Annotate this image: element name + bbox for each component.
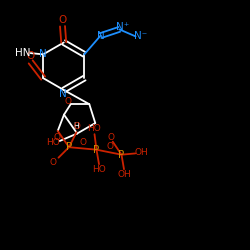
Text: HO: HO xyxy=(46,138,60,147)
Text: O: O xyxy=(65,97,72,106)
Text: P: P xyxy=(66,142,72,152)
Text: N: N xyxy=(39,50,47,59)
Text: O: O xyxy=(58,15,66,25)
Text: N: N xyxy=(58,89,66,99)
Text: O: O xyxy=(71,122,81,131)
Text: P: P xyxy=(93,145,100,155)
Text: O: O xyxy=(107,142,114,151)
Text: N⁺: N⁺ xyxy=(116,22,129,32)
Text: O: O xyxy=(79,138,86,147)
Text: H: H xyxy=(73,122,79,131)
Text: OH: OH xyxy=(134,148,148,157)
Text: OH: OH xyxy=(117,170,131,179)
Text: N: N xyxy=(97,31,104,41)
Text: HN: HN xyxy=(16,48,31,58)
Text: O: O xyxy=(26,50,35,60)
Text: HO: HO xyxy=(88,124,101,133)
Text: N⁻: N⁻ xyxy=(134,32,148,42)
Text: HO: HO xyxy=(92,165,106,174)
Text: O: O xyxy=(108,133,114,142)
Text: O: O xyxy=(50,158,57,167)
Text: O: O xyxy=(54,133,60,142)
Text: P: P xyxy=(118,150,124,160)
